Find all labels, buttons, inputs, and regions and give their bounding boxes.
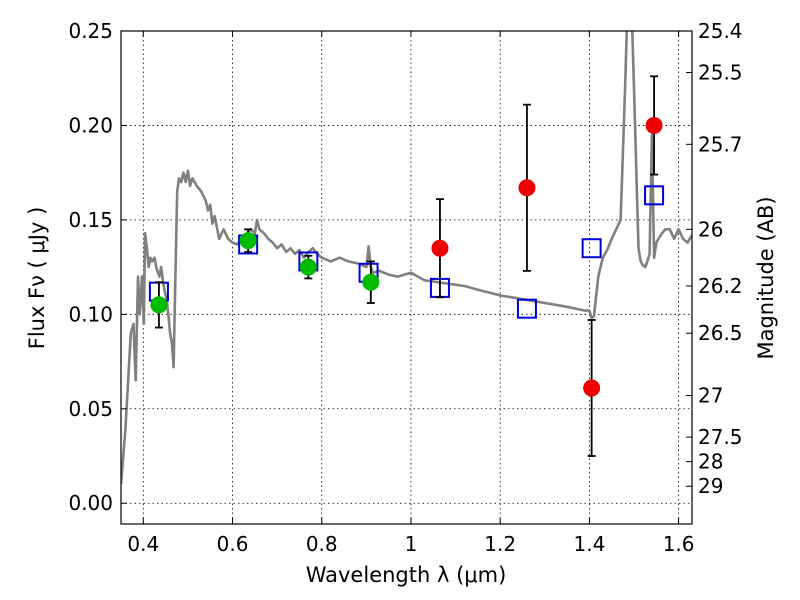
x-tick-label: 1.4 bbox=[573, 532, 605, 556]
plot-frame bbox=[120, 30, 693, 525]
x-axis-title: Wavelength λ (μm) bbox=[306, 563, 507, 587]
y-tick-label: 0.15 bbox=[68, 208, 113, 232]
right-y-tick-label: 26.5 bbox=[698, 321, 743, 345]
y-tick-label: 0.00 bbox=[68, 491, 113, 515]
y-axis-title: Flux Fν ( μJy ) bbox=[25, 207, 49, 350]
x-tick-label: 0.4 bbox=[127, 532, 159, 556]
detection-point bbox=[362, 273, 380, 291]
right-y-tick-label: 28 bbox=[698, 450, 723, 474]
y-tick-label: 0.05 bbox=[68, 397, 113, 421]
right-y-tick-label: 25.4 bbox=[698, 19, 743, 43]
spectrum-layer bbox=[121, 31, 692, 485]
x-tick-label: 1 bbox=[405, 532, 418, 556]
measurement-point bbox=[583, 379, 601, 397]
x-tick-label: 1.6 bbox=[663, 532, 695, 556]
y-axis-right-title: Magnitude (AB) bbox=[754, 196, 778, 359]
right-y-tick-label: 27.5 bbox=[698, 425, 743, 449]
model-photometry-square bbox=[516, 298, 537, 319]
model-photometry-square bbox=[581, 238, 602, 259]
detection-point bbox=[299, 258, 317, 276]
model-spectrum-line bbox=[121, 31, 692, 485]
x-tick-label: 1.2 bbox=[484, 532, 516, 556]
x-tick-label: 0.8 bbox=[306, 532, 338, 556]
detection-point bbox=[150, 296, 168, 314]
right-y-tick-label: 25.7 bbox=[698, 132, 743, 156]
right-y-tick-label: 25.5 bbox=[698, 61, 743, 85]
tick-layer: 0.4 0.6 0.8 1 1.2 1.4 1.6 0.00 0.05 0.10 0.15 0.20 0… bbox=[68, 19, 742, 556]
y-tick-label: 0.25 bbox=[68, 19, 113, 43]
marker-layer bbox=[148, 75, 665, 457]
right-y-tick-label: 27 bbox=[698, 384, 723, 408]
x-tick-label: 0.6 bbox=[217, 532, 249, 556]
y-tick-label: 0.20 bbox=[68, 113, 113, 137]
y-tick-label: 0.10 bbox=[68, 302, 113, 326]
measurement-point bbox=[431, 239, 449, 257]
right-y-tick-label: 26.2 bbox=[698, 274, 743, 298]
measurement-point bbox=[518, 179, 536, 197]
detection-point bbox=[239, 232, 257, 250]
measurement-point bbox=[645, 116, 663, 134]
model-photometry-square bbox=[644, 185, 665, 206]
right-y-tick-label: 26 bbox=[698, 217, 723, 241]
right-y-tick-label: 29 bbox=[698, 474, 723, 498]
